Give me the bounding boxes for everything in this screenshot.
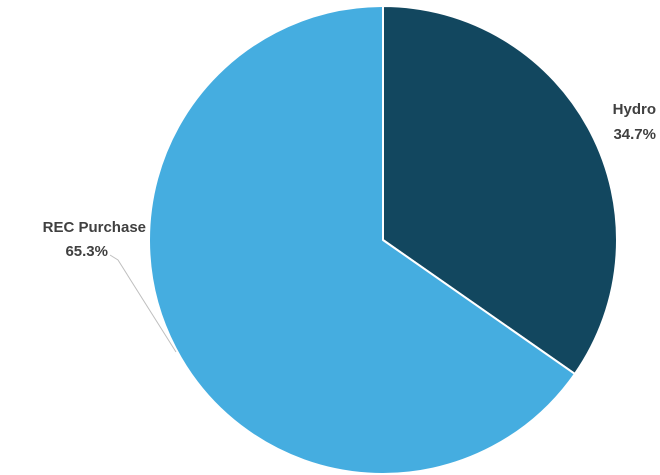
pie-slice-hydro [382,5,618,375]
pie-slice-rec-purchase [148,5,576,475]
rec-purchase-label: REC Purchase [43,219,146,236]
hydro-label: Hydro [613,101,656,118]
rec-purchase-percent-label: 65.3% [65,243,108,260]
rec-purchase-leader-line [109,254,177,353]
hydro-percent-label: 34.7% [613,126,656,143]
pie-slices [148,5,618,475]
